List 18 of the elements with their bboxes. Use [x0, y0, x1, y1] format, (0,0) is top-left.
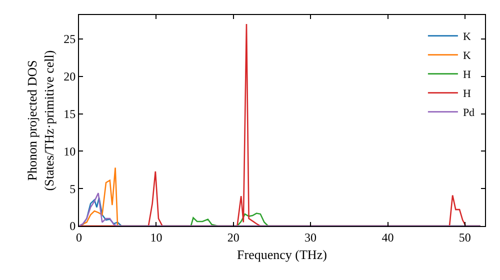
- y-axis-title: Phonon projected DOS (States/THz·primitive cell): [24, 50, 57, 191]
- legend-label: K: [462, 31, 471, 44]
- y-tick-label: 5: [70, 182, 76, 196]
- legend-label: H: [462, 88, 471, 100]
- x-tick-label: 30: [304, 230, 317, 244]
- y-tick-label: 10: [64, 144, 76, 158]
- x-tick-label: 10: [150, 230, 162, 244]
- legend-label: Pd: [462, 107, 476, 120]
- x-tick-label: 50: [458, 230, 471, 244]
- x-axis-title: Frequency (THz): [237, 247, 327, 262]
- y-tick-label: 0: [70, 219, 76, 234]
- x-tick-label: 20: [227, 230, 240, 244]
- y-tick-label: 25: [64, 32, 76, 46]
- y-tick-label: 15: [64, 106, 76, 121]
- y-tick-label: 20: [64, 70, 76, 84]
- legend-label: K: [462, 50, 471, 62]
- x-tick-label: 40: [382, 230, 394, 244]
- legend-label: H: [462, 69, 471, 82]
